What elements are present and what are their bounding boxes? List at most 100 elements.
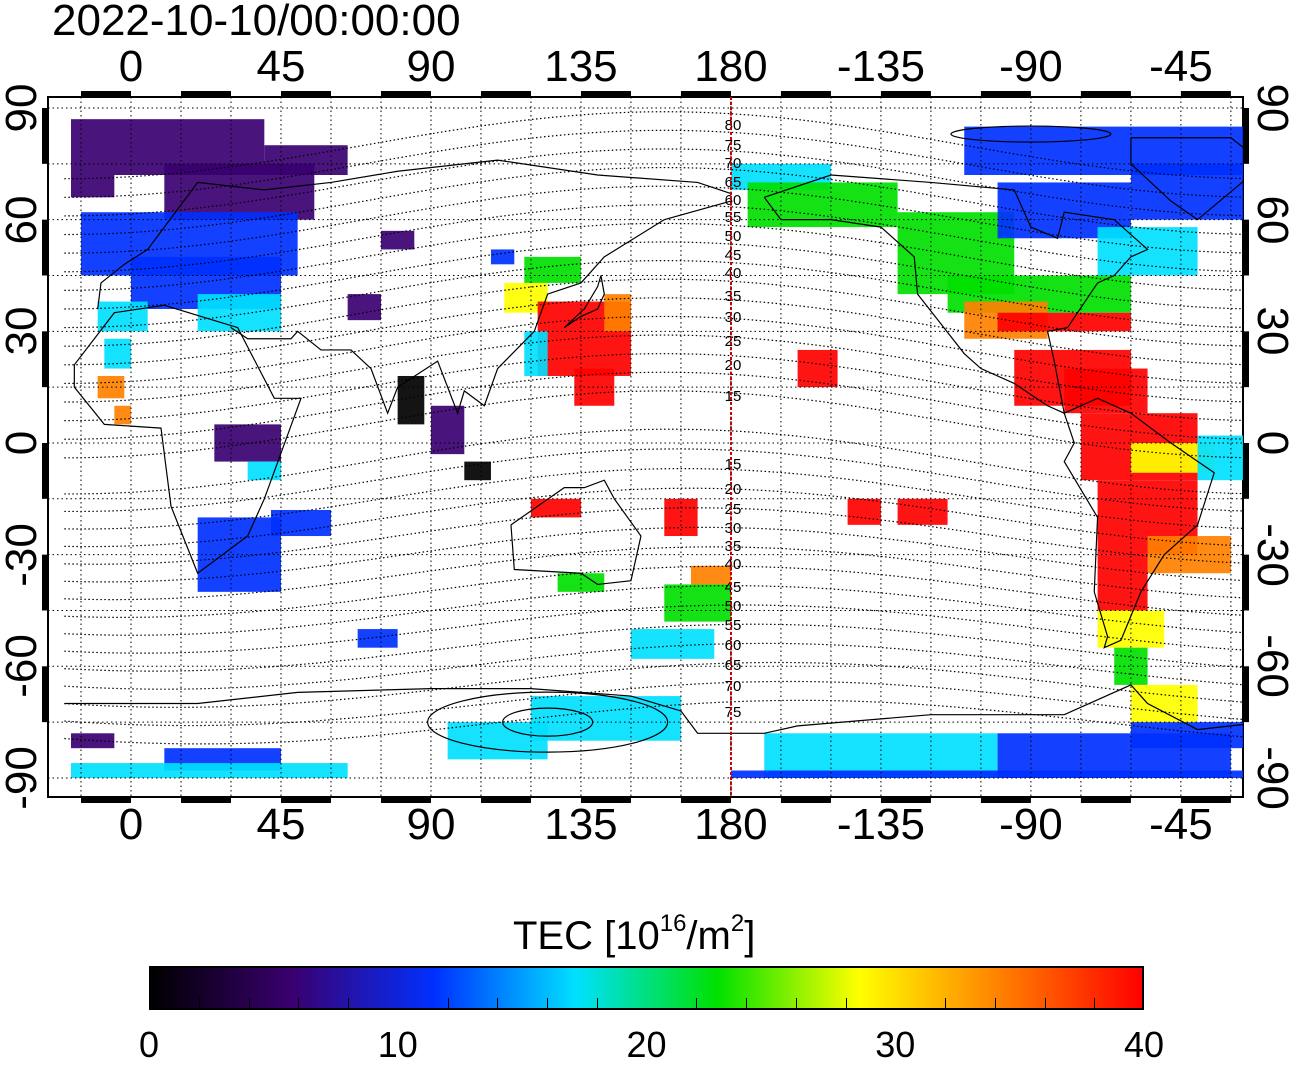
tec-patch — [1130, 163, 1243, 220]
frame-bar — [780, 91, 831, 97]
frame-bar — [1243, 108, 1249, 164]
top-longitude-tick: 0 — [118, 42, 144, 91]
colorbar-tick: 0 — [138, 1024, 160, 1065]
magnetic-contour — [64, 185, 1243, 254]
coastline — [763, 174, 1149, 415]
coastline — [97, 159, 732, 310]
magnetic-contour — [64, 428, 1243, 495]
left-latitude-tick: 0 — [0, 430, 46, 456]
frame-bar — [280, 91, 331, 97]
tec-patch — [380, 230, 415, 250]
contour-label: 55 — [725, 209, 742, 226]
contour-labels: 8075706560555045403530252015152025303540… — [725, 117, 742, 721]
contour-label: 50 — [725, 228, 742, 245]
top-longitude-tick: -135 — [836, 42, 925, 91]
colorbar-tick: 40 — [1123, 1024, 1165, 1065]
contour-label: 15 — [725, 456, 742, 473]
magnetic-contour — [64, 334, 1243, 403]
magnetic-contour — [64, 642, 1243, 690]
contour-label: 55 — [725, 617, 742, 634]
magnetic-contour — [64, 680, 1243, 727]
bottom-longitude-tick: -90 — [999, 800, 1063, 849]
magnetic-contour — [64, 111, 1243, 180]
colorbar-minor-tick — [994, 998, 996, 1008]
magnetic-contour — [64, 353, 1243, 422]
tec-patch — [97, 301, 148, 332]
tec-patch — [397, 375, 425, 425]
tec-patch — [430, 405, 465, 455]
contour-label: 70 — [725, 155, 742, 172]
contour-label: 25 — [725, 501, 742, 518]
contour-label: 15 — [725, 388, 742, 405]
magnetic-contour — [64, 260, 1243, 329]
tec-patch — [1064, 368, 1148, 414]
contour-label: 45 — [725, 579, 742, 596]
bottom-longitude-tick: -135 — [836, 800, 925, 849]
tec-patch — [164, 163, 315, 220]
bottom-longitude-tick: 180 — [694, 800, 768, 849]
bottom-longitude-tick: 0 — [118, 800, 144, 849]
frame-bar — [980, 91, 1031, 97]
frame-bar — [42, 442, 48, 499]
frame-bar — [380, 91, 431, 97]
frame-bar — [42, 219, 48, 276]
magnetic-contour — [64, 699, 1243, 745]
frame-bar — [280, 797, 331, 803]
tec-patch — [71, 763, 348, 778]
frame-bar — [42, 666, 48, 723]
frame-bar — [1080, 797, 1131, 803]
tec-patch — [197, 294, 281, 332]
frame-bar — [1180, 797, 1231, 803]
frame-bar — [780, 797, 831, 803]
colorbar-minor-tick — [746, 998, 747, 1008]
contour-label: 80 — [725, 117, 742, 134]
magnetic-contour — [64, 371, 1243, 440]
right-latitude-tick: 0 — [1248, 430, 1294, 456]
magnetic-contour — [64, 507, 1243, 565]
colorbar-minor-tick — [497, 998, 499, 1008]
tec-patch — [1097, 227, 1198, 276]
magnetic-contour — [64, 526, 1243, 583]
right-latitude-tick: 90 — [1248, 83, 1294, 133]
frame-bar — [880, 797, 931, 803]
frame-bar — [1243, 219, 1249, 276]
frame-bar — [1080, 91, 1131, 97]
tec-patch — [557, 573, 605, 592]
top-longitude-tick: 180 — [694, 42, 768, 91]
tec-patch — [447, 722, 548, 760]
magnetic-contour — [64, 278, 1243, 347]
magnetic-pole-contour — [502, 707, 594, 737]
right-latitude-tick: 60 — [1248, 195, 1294, 245]
top-longitude-tick: -90 — [999, 42, 1063, 91]
top-longitude-tick: 45 — [256, 42, 306, 91]
colorbar-minor-tick — [845, 998, 847, 1008]
tec-patch — [114, 405, 131, 425]
colorbar-minor-tick — [248, 998, 250, 1008]
frame-bar — [1243, 442, 1249, 499]
map-grid — [48, 97, 1243, 797]
contour-label: 30 — [725, 309, 742, 326]
frame-bar — [680, 797, 731, 803]
magnetic-contour — [64, 546, 1243, 601]
colorbar-minor-tick — [596, 998, 598, 1008]
colorbar-minor-tick — [1044, 998, 1046, 1008]
colorbar-minor-tick — [945, 998, 946, 1008]
magnetic-contour — [64, 129, 1243, 198]
tec-patch — [1147, 536, 1231, 574]
bottom-longitude-tick: 45 — [256, 800, 306, 849]
colorbar-minor-tick — [547, 998, 548, 1008]
colorbar-tick: 20 — [626, 1024, 667, 1065]
coastline — [563, 275, 605, 329]
left-latitude-tick: -90 — [0, 746, 46, 810]
magnetic-contour — [64, 585, 1243, 636]
left-latitude-tick: 30 — [0, 306, 46, 356]
magnetic-contour — [64, 222, 1243, 291]
magnetic-contour — [64, 315, 1243, 385]
frame-bar — [180, 797, 231, 803]
colorbar-minor-tick — [298, 998, 300, 1008]
tec-patch — [897, 498, 948, 525]
frame-bar — [580, 797, 631, 803]
frame-bar — [380, 797, 431, 803]
coastline — [230, 200, 732, 416]
tec-patch — [664, 584, 731, 622]
